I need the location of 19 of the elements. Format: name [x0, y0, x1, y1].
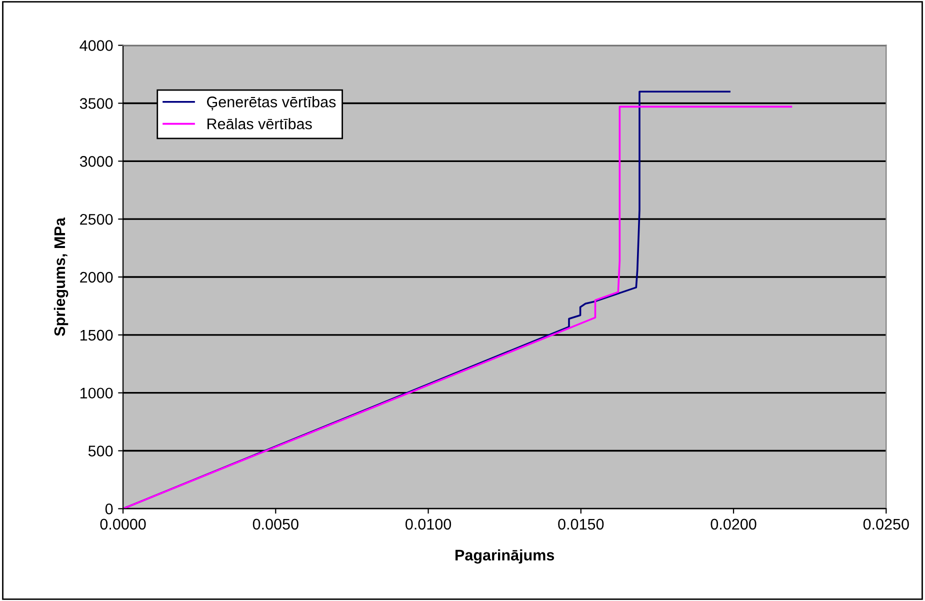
x-axis-title: Pagarinājums	[456, 549, 554, 564]
y-tick-label: 2000	[80, 272, 113, 283]
y-tick-label: 1000	[80, 388, 113, 399]
y-tick-label: 3500	[80, 98, 113, 109]
x-tick-label: 0.0150	[558, 518, 604, 530]
legend-label: Reālas vērtības	[208, 118, 312, 130]
x-tick-label: 0.0050	[252, 518, 298, 530]
x-tick-label: 0.0000	[100, 518, 146, 530]
y-tick-label: 500	[88, 446, 113, 456]
x-tick-label: 0.0250	[863, 518, 909, 530]
y-tick-label: 4000	[80, 40, 113, 51]
legend-label: Ģenerētas vērtības	[207, 96, 336, 110]
y-tick-label: 0	[105, 504, 113, 514]
y-tick-label: 1500	[80, 330, 113, 341]
y-tick-label: 2500	[80, 214, 113, 225]
y-tick-label: 3000	[80, 156, 113, 167]
x-tick-label: 0.0100	[406, 518, 452, 530]
x-tick-label: 0.0200	[710, 518, 756, 530]
y-axis-title: Spriegums, MPa	[54, 217, 68, 336]
